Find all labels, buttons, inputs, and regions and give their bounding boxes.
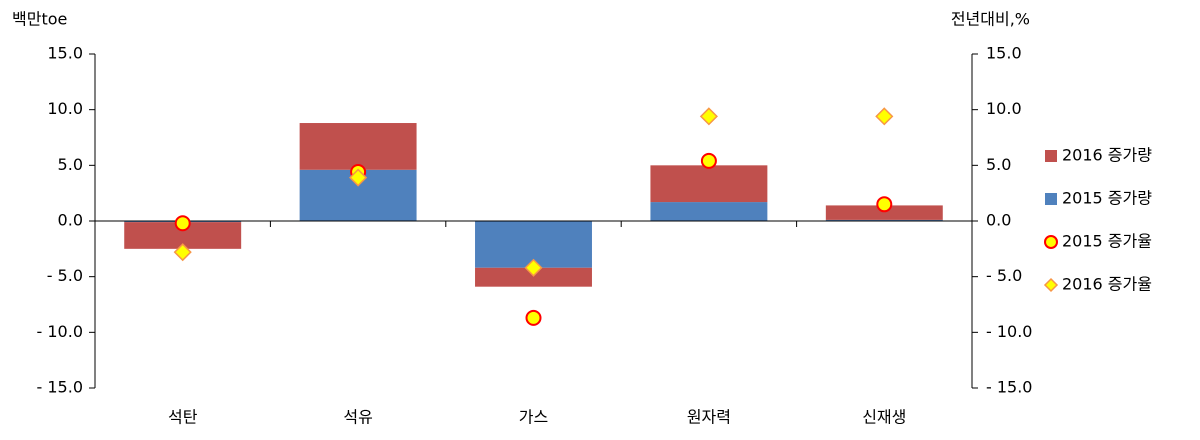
point (876, 196, 893, 213)
legend-swatch (1045, 193, 1057, 205)
point (349, 168, 368, 187)
y-tick-label: - 10.0 (37, 322, 83, 341)
y-tick-label: 0.0 (58, 211, 83, 230)
y2-axis-title: 전년대비,% (951, 10, 1030, 29)
point (173, 243, 192, 262)
y2-tick-label: 5.0 (986, 155, 1011, 174)
point (699, 107, 718, 126)
x-tick-label: 원자력 (687, 408, 731, 427)
point (875, 107, 894, 126)
bar (650, 165, 768, 203)
y2-tick-label: 10.0 (986, 99, 1022, 118)
bar (825, 219, 943, 221)
y2-tick-label: 0.0 (986, 211, 1011, 230)
point (524, 258, 543, 277)
point (525, 309, 542, 326)
legend-swatch (1045, 150, 1057, 162)
y2-tick-label: - 5.0 (986, 266, 1022, 285)
x-tick-label: 신재생 (862, 408, 906, 427)
legend-label: 2015 증가율 (1062, 232, 1152, 251)
bar (650, 202, 768, 221)
x-tick-label: 석탄 (168, 408, 198, 427)
y-tick-label: 10.0 (47, 99, 83, 118)
y2-tick-label: - 10.0 (986, 322, 1032, 341)
legend-swatch (1044, 235, 1058, 249)
y-tick-label: - 15.0 (37, 378, 83, 397)
x-tick-label: 가스 (519, 408, 548, 427)
y-tick-label: - 5.0 (47, 266, 83, 285)
legend-label: 2015 증가량 (1062, 189, 1152, 208)
bar (299, 123, 417, 170)
legend-label: 2016 증가량 (1062, 146, 1152, 165)
y2-tick-label: 15.0 (986, 44, 1022, 63)
y2-tick-label: - 15.0 (986, 378, 1032, 397)
x-tick-label: 석유 (343, 408, 372, 427)
point (700, 152, 717, 169)
legend-swatch (1043, 277, 1059, 293)
y-tick-label: 15.0 (47, 44, 83, 63)
bar (475, 267, 592, 287)
y-axis-title: 백만toe (12, 10, 67, 29)
bar (825, 205, 943, 220)
point (174, 215, 191, 232)
y-tick-label: 5.0 (58, 155, 83, 174)
legend-label: 2016 증가율 (1062, 275, 1152, 294)
